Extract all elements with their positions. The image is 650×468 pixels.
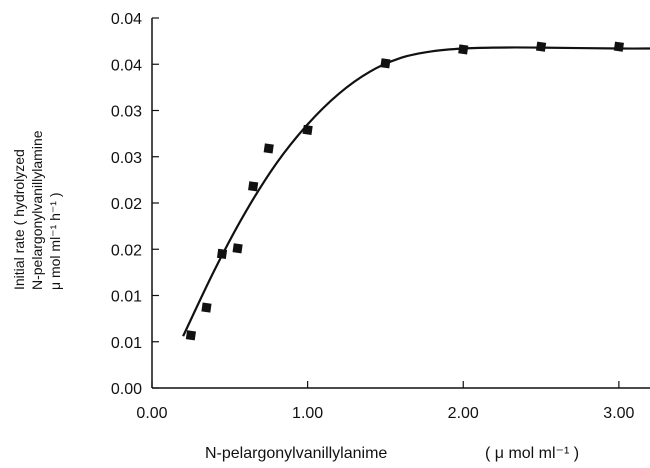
y-tick-label: 0.01 bbox=[111, 289, 142, 306]
data-point bbox=[216, 248, 228, 259]
y-axis-label: Initial rate ( hydrolyzed N-pelargonylva… bbox=[11, 130, 63, 290]
y-tick-label: 0.03 bbox=[111, 150, 142, 167]
y-axis-ticks: 0.00 0.01 0.01 0.02 0.02 0.03 0.03 0.04 0.04 bbox=[111, 11, 159, 398]
y-tick-label: 0.02 bbox=[111, 242, 142, 259]
y-axis-label-line-1: Initial rate ( hydrolyzed bbox=[11, 149, 27, 290]
data-point bbox=[185, 330, 196, 341]
x-tick-label: 2.00 bbox=[448, 405, 479, 422]
data-points bbox=[185, 41, 624, 341]
x-tick-label: 3.00 bbox=[603, 405, 634, 422]
y-tick-label: 0.00 bbox=[111, 381, 142, 398]
x-tick-label: 1.00 bbox=[292, 405, 323, 422]
data-point bbox=[263, 143, 274, 154]
x-axis-unit: ( μ mol ml⁻¹ ) bbox=[485, 445, 579, 462]
data-point bbox=[535, 41, 547, 52]
data-point bbox=[248, 181, 259, 192]
fit-curve-group bbox=[182, 46, 650, 337]
data-point bbox=[201, 302, 212, 313]
y-tick-label: 0.01 bbox=[111, 335, 142, 352]
data-point bbox=[613, 41, 624, 52]
data-point bbox=[380, 58, 391, 69]
data-point bbox=[302, 124, 313, 136]
y-axis-label-line-2: N-pelargonylvanillylamine bbox=[29, 130, 45, 290]
axes bbox=[151, 18, 650, 389]
y-tick-label: 0.04 bbox=[111, 11, 142, 28]
y-axis-label-line-3: μ mol ml⁻¹ h⁻¹ ) bbox=[47, 192, 63, 290]
y-tick-label: 0.04 bbox=[111, 57, 142, 74]
x-tick-label: 0.00 bbox=[136, 405, 167, 422]
y-tick-label: 0.03 bbox=[111, 104, 142, 121]
fit-curve bbox=[182, 46, 650, 337]
y-tick-label: 0.02 bbox=[111, 196, 142, 213]
data-point bbox=[232, 243, 243, 254]
data-point bbox=[458, 44, 469, 55]
x-axis-label: N-pelargonylvanillylanime bbox=[205, 445, 387, 462]
x-axis-ticks: 0.00 1.00 2.00 3.00 bbox=[136, 381, 635, 422]
